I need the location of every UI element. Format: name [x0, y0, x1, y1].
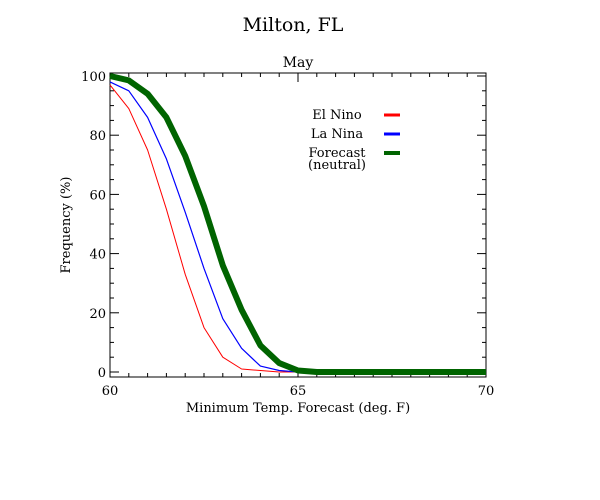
- legend-label: (neutral): [308, 158, 366, 173]
- series-line-0: [109, 84, 486, 373]
- y-tick-label: 100: [81, 70, 106, 85]
- legend-label: El Nino: [312, 108, 362, 123]
- y-tick-label: 20: [89, 307, 106, 322]
- x-tick-label: 70: [478, 384, 495, 399]
- y-tick-label: 60: [89, 188, 106, 203]
- y-tick-label: 0: [98, 366, 106, 381]
- series-line-2: [109, 73, 486, 375]
- x-axis-label: Minimum Temp. Forecast (deg. F): [186, 401, 410, 416]
- x-tick-label: 65: [290, 384, 307, 399]
- chart-title: Milton, FL: [243, 14, 344, 36]
- legend-label: La Nina: [311, 127, 363, 142]
- y-tick-label: 80: [89, 129, 106, 144]
- y-axis-label: Frequency (%): [59, 177, 74, 274]
- legend: El Nino La Nina Forecast(neutral): [308, 108, 400, 173]
- axis-ticks: [109, 73, 487, 377]
- chart-subtitle: May: [283, 55, 314, 71]
- series-lines: [109, 73, 486, 375]
- legend-label: Forecast: [309, 146, 367, 161]
- axis-tick-labels: 0 20 40 60 80 100 60 65 70: [81, 70, 494, 399]
- x-tick-label: 60: [102, 384, 119, 399]
- series-line-1: [109, 81, 486, 373]
- y-tick-label: 40: [89, 248, 106, 263]
